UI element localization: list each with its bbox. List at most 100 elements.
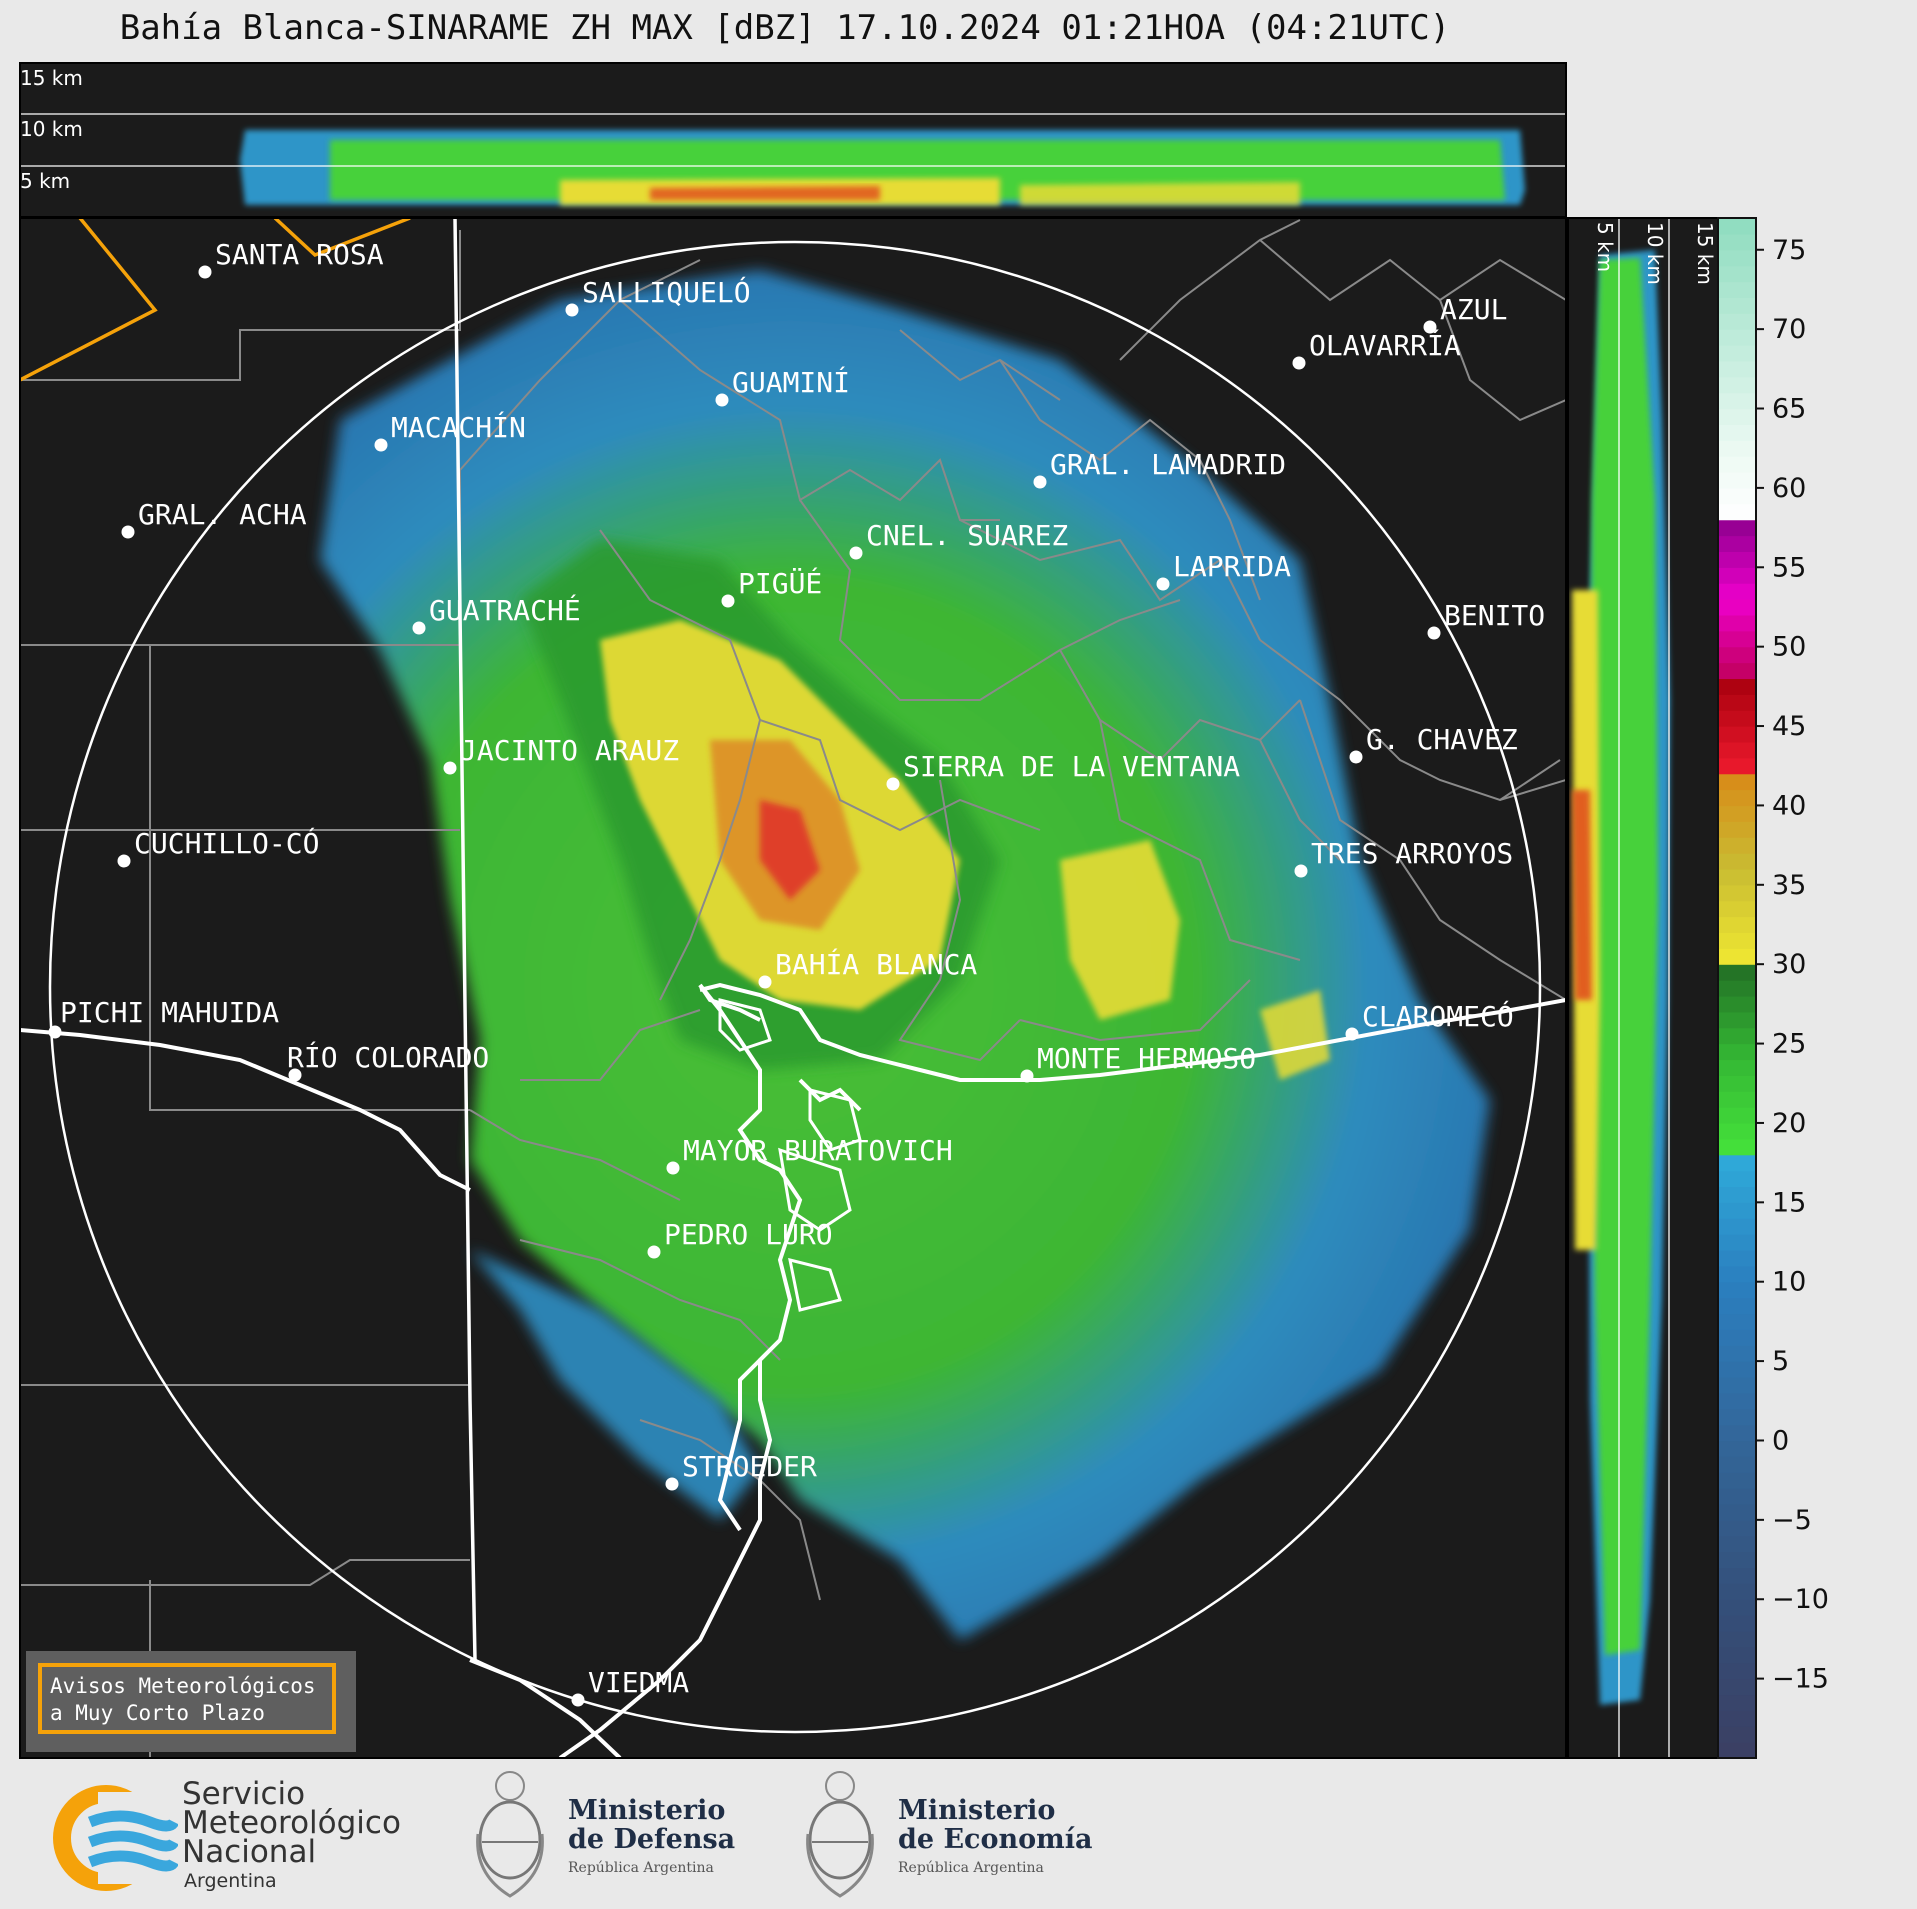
colorbar-band — [1718, 1472, 1756, 1489]
colorbar-band — [1718, 472, 1756, 489]
colorbar-band — [1718, 932, 1756, 949]
echo-east2-yellow — [1260, 990, 1330, 1080]
city-label: JACINTO ARAUZ — [460, 734, 679, 767]
city-marker: VIEDMA — [571, 1666, 689, 1707]
city-dot-icon — [571, 1693, 585, 1707]
colorbar-band — [1718, 1742, 1756, 1759]
colorbar-band — [1718, 424, 1756, 441]
echo-core-red — [760, 800, 820, 900]
city-dot-icon — [665, 1477, 679, 1491]
colorbar-tick-label: 15 — [1772, 1187, 1806, 1218]
city-dot-icon — [198, 265, 212, 279]
colorbar-tick-label: 20 — [1772, 1108, 1806, 1139]
city-dot-icon — [412, 621, 426, 635]
colorbar-tick-label: 35 — [1772, 870, 1806, 901]
avisos-box — [38, 1663, 336, 1734]
city-dot-icon — [443, 761, 457, 775]
coastline — [718, 998, 862, 1312]
colorbar-band — [1718, 853, 1756, 870]
colorbar-band — [1718, 535, 1756, 553]
colorbar-tick-label: 40 — [1772, 790, 1806, 821]
colorbar-band — [1718, 503, 1756, 521]
city-label: BENITO — [1444, 599, 1545, 632]
colorbar-band — [1718, 392, 1756, 410]
smn-line2: Meteorológico — [182, 1805, 401, 1841]
top-5km-label: 5 km — [20, 169, 70, 193]
city-label: SIERRA DE LA VENTANA — [903, 750, 1240, 783]
colorbar-band — [1718, 1376, 1756, 1394]
colorbar-band — [1718, 1043, 1756, 1061]
colorbar-band — [1718, 1535, 1756, 1553]
right-profile-echo-red — [1572, 790, 1592, 1000]
city-marker: RÍO COLORADO — [287, 1040, 489, 1082]
colorbar-band — [1718, 710, 1756, 727]
city-dot-icon — [117, 854, 131, 868]
city-marker: PEDRO LURO — [647, 1218, 833, 1259]
defensa-sub: República Argentina — [568, 1860, 714, 1876]
colorbar-band — [1718, 773, 1756, 791]
colorbar-band — [1718, 1202, 1756, 1219]
colorbar-tick-label: 50 — [1772, 632, 1806, 663]
city-label: LAPRIDA — [1173, 550, 1291, 583]
colorbar-band — [1718, 1678, 1756, 1696]
colorbar-band — [1718, 1662, 1756, 1680]
colorbar-tick-label: 10 — [1772, 1267, 1806, 1298]
province-border — [20, 218, 411, 382]
city-marker: STROEDER — [665, 1450, 817, 1491]
colorbar-band — [1718, 1345, 1756, 1362]
city-marker: OLAVARRÍA — [1292, 328, 1461, 370]
city-marker: MONTE HERMOSO — [1020, 1042, 1256, 1083]
colorbar-band — [1718, 519, 1756, 537]
city-dot-icon — [666, 1161, 680, 1175]
colorbar-band — [1718, 614, 1756, 632]
avisos-line1: Avisos Meteorológicos — [50, 1674, 316, 1698]
colorbar-band — [1718, 1297, 1756, 1315]
city-dot-icon — [886, 777, 900, 791]
provincial-meridian-line — [453, 218, 477, 1661]
city-label: GRAL. LAMADRID — [1050, 448, 1286, 481]
reflectivity-echoes — [320, 270, 1490, 1640]
colorbar-band — [1718, 726, 1756, 743]
range-ring — [48, 240, 1542, 1734]
colorbar-band — [1718, 329, 1756, 346]
colorbar-band — [1718, 900, 1756, 918]
colorbar-tick-label: 0 — [1772, 1425, 1789, 1456]
city-dot-icon — [1423, 320, 1437, 334]
colorbar-tick-label: −15 — [1772, 1664, 1829, 1695]
city-marker: BAHÍA BLANCA — [758, 947, 977, 989]
colorbar-band — [1718, 678, 1756, 695]
colorbar-band — [1718, 1234, 1756, 1251]
colorbar-band — [1718, 916, 1756, 934]
city-label: MONTE HERMOSO — [1037, 1042, 1256, 1075]
colorbar-band — [1718, 1726, 1756, 1743]
colorbar-band — [1718, 1408, 1756, 1426]
routes — [20, 982, 1566, 1758]
city-marker: PICHI MAHUIDA — [48, 996, 279, 1039]
colorbar-frame — [1717, 217, 1757, 1759]
city-label: GUATRACHÉ — [429, 593, 581, 627]
colorbar-band — [1718, 1027, 1756, 1045]
economia-line2: de Economía — [898, 1824, 1093, 1855]
city-dot-icon — [758, 975, 772, 989]
right-vertical-profile: 5 km 10 km 15 km — [1567, 217, 1719, 1759]
city-label: VIEDMA — [588, 1666, 689, 1699]
colorbar-band — [1718, 805, 1756, 822]
city-dot-icon — [721, 594, 735, 608]
city-dot-icon — [1294, 864, 1308, 878]
city-label: MACACHÍN — [391, 410, 526, 444]
city-marker: JACINTO ARAUZ — [443, 734, 679, 775]
colorbar-band — [1718, 583, 1756, 600]
city-marker: GUATRACHÉ — [412, 593, 581, 635]
colorbar-tick-label: 70 — [1772, 314, 1806, 345]
smn-line1: Servicio — [182, 1776, 306, 1812]
city-marker: GRAL. ACHA — [121, 498, 307, 539]
city-label: SANTA ROSA — [215, 238, 384, 271]
right-5km-label: 5 km — [1593, 222, 1617, 272]
colorbar-band — [1718, 1249, 1756, 1267]
city-label: TRES ARROYOS — [1311, 837, 1513, 870]
city-label: STROEDER — [682, 1450, 817, 1483]
colorbar-band — [1718, 1646, 1756, 1664]
colorbar-band — [1718, 1091, 1756, 1108]
city-dot-icon — [1020, 1069, 1034, 1083]
